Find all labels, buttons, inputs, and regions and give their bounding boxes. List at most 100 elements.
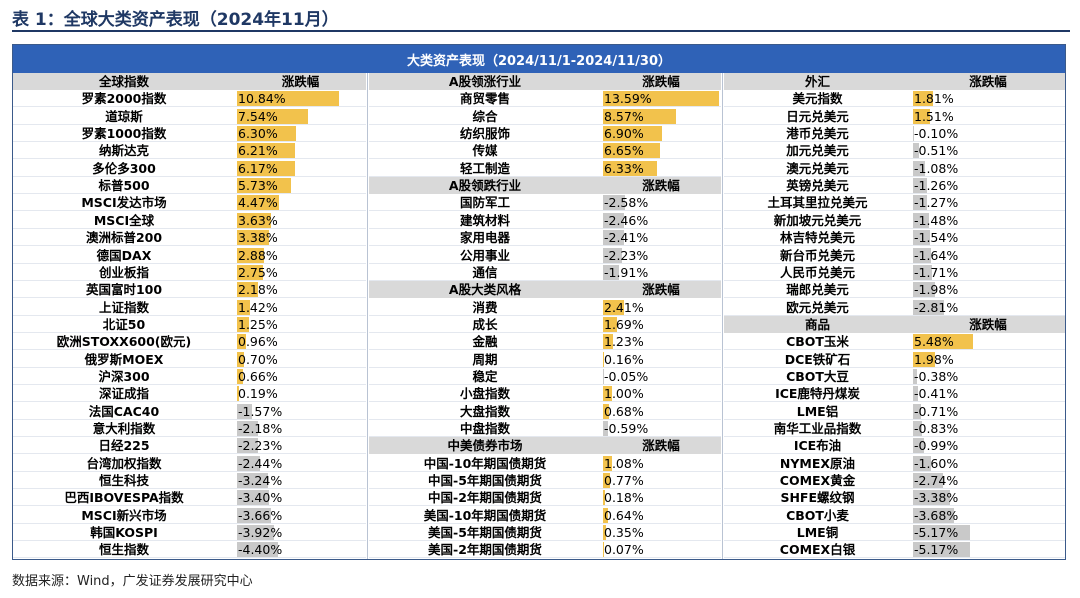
section-header-label: 全球指数 — [98, 74, 149, 89]
table-row: 美国-10年期国债期货 0.64% — [369, 507, 721, 524]
change-bar — [603, 386, 612, 402]
table-row: 中国-5年期国债期货 0.77% — [369, 472, 721, 490]
change-bar — [237, 230, 269, 246]
table-caption: 表 1：全球大类资产表现（2024年11月） — [12, 10, 339, 30]
change-value: 0.96% — [238, 334, 278, 350]
asset-name: 巴西IBOVESPA指数 — [64, 490, 184, 506]
change-value: 6.33% — [604, 160, 644, 176]
change-value: 5.73% — [238, 178, 278, 194]
table-row: 纳斯达克 6.21% — [13, 142, 366, 160]
change-value: -2.46% — [604, 212, 649, 228]
change-value: 0.18% — [604, 490, 644, 506]
table-row: 意大利指数 -2.18% — [13, 420, 366, 437]
change-bar — [237, 334, 247, 350]
change-bar — [237, 160, 296, 176]
table-row: 新台币兑美元 -1.64% — [724, 247, 1065, 264]
change-value: -1.48% — [914, 212, 959, 228]
asset-name: 沪深300 — [98, 368, 150, 384]
table-row: 建筑材料 -2.46% — [369, 212, 721, 229]
change-value: -2.58% — [604, 195, 649, 211]
change-bar — [603, 126, 662, 142]
change-bar — [913, 455, 931, 471]
asset-name: 国防军工 — [459, 195, 510, 211]
asset-name: 创业板指 — [98, 264, 149, 280]
change-value: -0.71% — [914, 403, 959, 419]
change-value: 13.59% — [604, 91, 652, 107]
asset-name: 新台币兑美元 — [779, 247, 855, 263]
change-value: 5.48% — [914, 334, 954, 350]
asset-name: 英镑兑美元 — [786, 178, 849, 194]
asset-name: MSCI发达市场 — [81, 195, 167, 211]
asset-name: SHFE螺纹钢 — [780, 490, 855, 506]
table-row: 稳定 -0.05% — [369, 368, 721, 385]
row-divider — [13, 331, 366, 333]
change-bar — [913, 160, 925, 176]
change-value: -0.99% — [914, 438, 959, 454]
section-header-label: 外汇 — [804, 74, 830, 89]
table-row: 韩国KOSPI -3.92% — [13, 524, 366, 542]
change-value: 0.70% — [238, 351, 278, 367]
change-bar — [603, 212, 624, 228]
row-divider — [724, 557, 1065, 559]
table-row: 商贸零售 13.59% — [369, 90, 721, 108]
row-divider — [369, 106, 721, 108]
change-bar — [603, 473, 610, 489]
table-row: 创业板指 2.75% — [13, 264, 366, 281]
table-row: 新加坡元兑美元 -1.48% — [724, 212, 1065, 229]
table-row: 美国-5年期国债期货 0.35% — [369, 524, 721, 542]
change-value: -2.18% — [238, 421, 283, 436]
asset-name: 韩国KOSPI — [90, 525, 158, 541]
section-header-label: 中美债券市场 — [447, 438, 523, 454]
asset-name: 德国DAX — [96, 247, 152, 263]
row-divider — [369, 279, 721, 281]
table-row: MSCI全球 3.63% — [13, 212, 366, 229]
change-value: -1.57% — [238, 403, 283, 419]
change-bar — [237, 126, 297, 142]
table-row: 土耳其里拉兑美元 -1.27% — [724, 194, 1065, 212]
asset-name: 稳定 — [472, 368, 498, 384]
asset-name: MSCI新兴市场 — [81, 507, 167, 523]
change-bar — [603, 368, 604, 384]
change-bar — [913, 247, 932, 263]
change-value: -3.92% — [238, 525, 283, 541]
change-bar — [603, 455, 613, 471]
table-row: CBOT小麦 -3.68% — [724, 507, 1065, 524]
change-bar — [603, 507, 609, 523]
change-value: -3.68% — [914, 507, 959, 523]
row-divider — [724, 488, 1065, 490]
asset-name: 意大利指数 — [92, 421, 156, 436]
table-row: 澳洲标普200 3.38% — [13, 229, 366, 247]
asset-performance-panel: 大类资产表现（2024/11/1-2024/11/30） 全球指数 涨跌幅 罗素20… — [12, 44, 1066, 560]
row-divider — [724, 175, 1065, 177]
change-bar — [913, 212, 930, 228]
asset-name: 美元指数 — [792, 91, 843, 107]
row-divider — [369, 418, 721, 420]
change-bar — [603, 160, 658, 176]
row-divider — [13, 383, 366, 385]
change-value: 6.90% — [604, 126, 644, 142]
change-value: -1.60% — [914, 455, 959, 471]
section-header-row: 全球指数 涨跌幅 — [13, 73, 366, 90]
change-bar — [603, 195, 626, 211]
asset-name: NYMEX原油 — [779, 455, 856, 471]
change-value: 4.47% — [238, 195, 278, 211]
row-divider — [724, 279, 1065, 281]
asset-name: 纳斯达克 — [98, 143, 149, 159]
asset-name: 金融 — [472, 334, 498, 350]
asset-name: 恒生指数 — [98, 542, 149, 558]
asset-name: 中国-10年期国债期货 — [423, 455, 547, 471]
row-divider — [369, 366, 721, 368]
table-row: 巴西IBOVESPA指数 -3.40% — [13, 489, 366, 507]
table-row: 美国-2年期国债期货 0.07% — [369, 541, 721, 559]
change-bar — [913, 91, 933, 107]
row-divider — [724, 106, 1065, 108]
change-value: 10.84% — [238, 91, 286, 107]
change-bar — [603, 299, 624, 315]
change-value: 1.69% — [604, 316, 644, 332]
section-header-label: A股领跌行业 — [448, 178, 522, 194]
section-header-row: 外汇 涨跌幅 — [724, 73, 1065, 90]
change-bar — [603, 421, 609, 436]
row-divider — [13, 175, 366, 177]
change-bar — [913, 368, 918, 384]
table-row: LME铜 -5.17% — [724, 524, 1065, 542]
